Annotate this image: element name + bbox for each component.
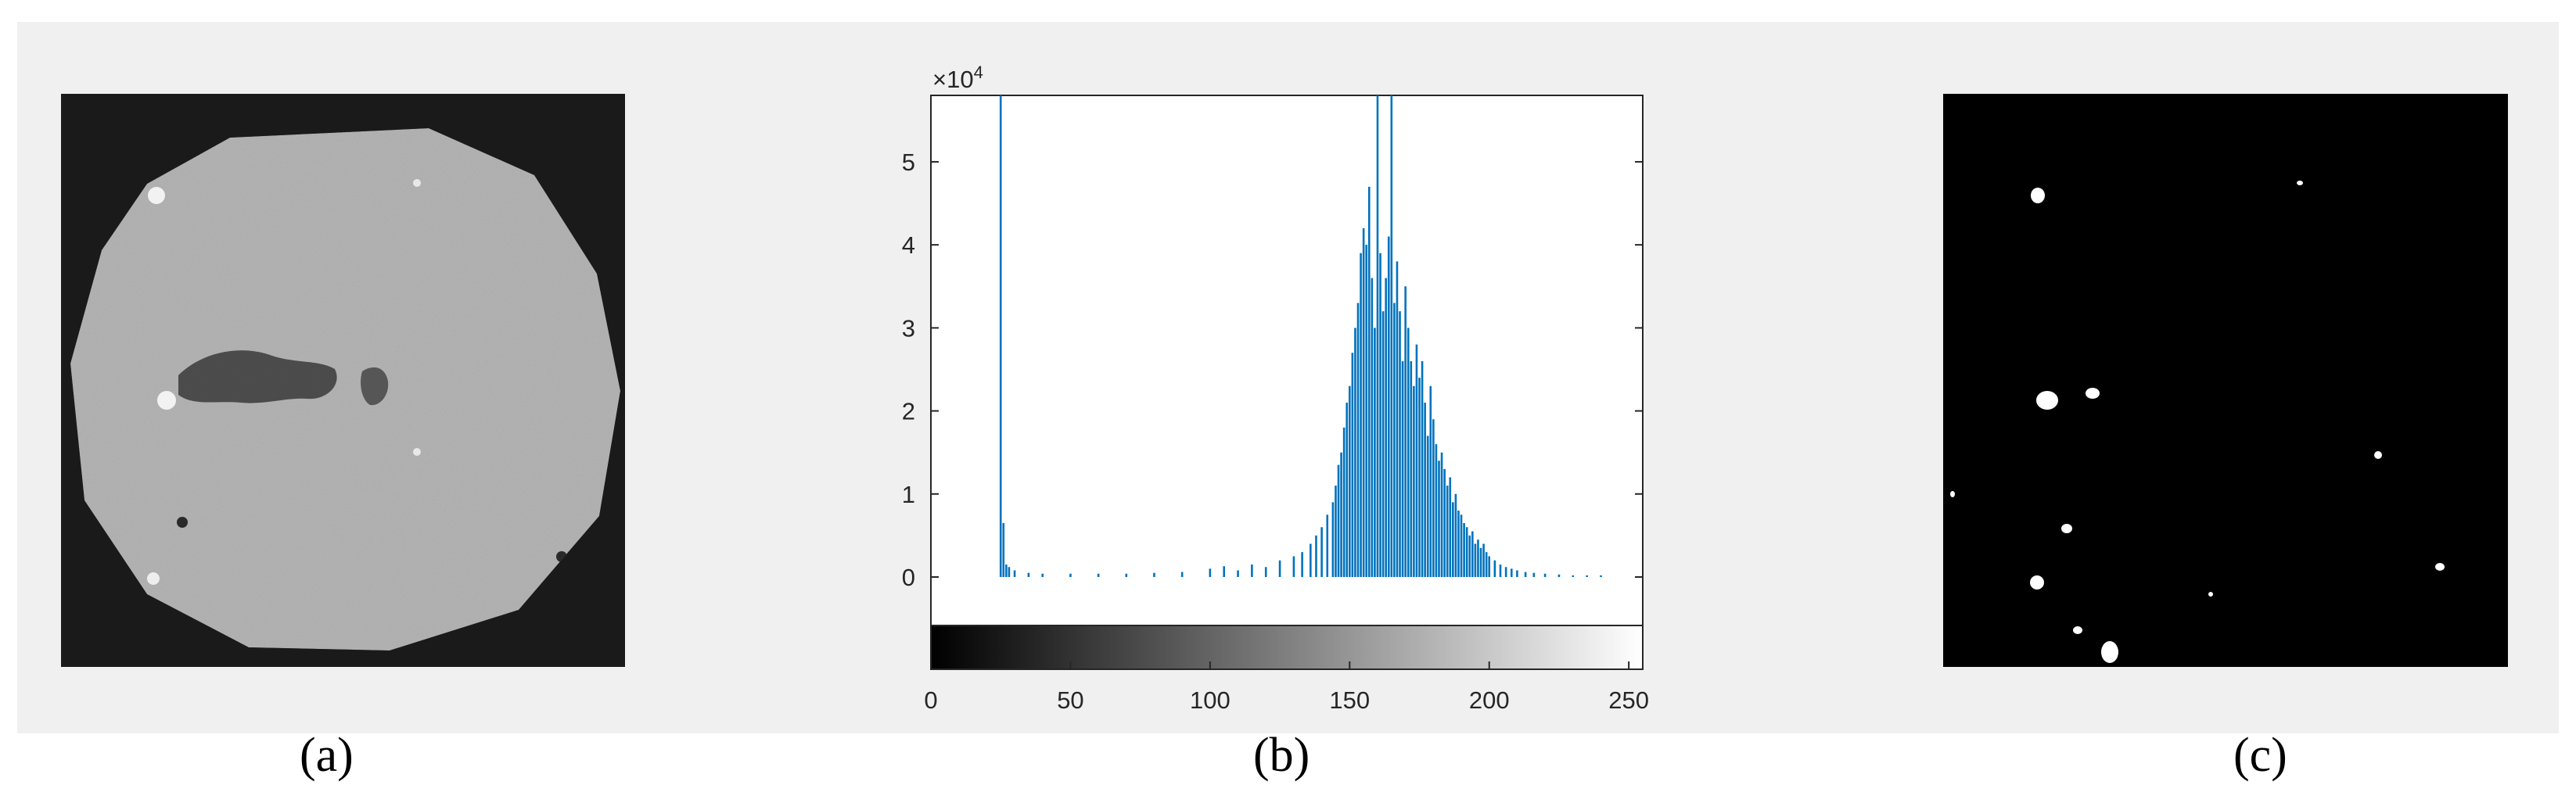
- binary-background: [1943, 94, 2508, 667]
- caption-b: (b): [1253, 729, 1310, 782]
- binary-particle: [2086, 388, 2100, 399]
- y-tick-label: 4: [902, 231, 915, 259]
- ct-dark-spot: [177, 517, 188, 528]
- y-tick-label: 5: [902, 149, 915, 176]
- x-tick-label: 0: [924, 686, 937, 714]
- y-tick-label: 3: [902, 314, 915, 342]
- x-tick-label: 50: [1057, 686, 1083, 714]
- binary-particle: [2073, 626, 2082, 634]
- y-tick-label: 2: [902, 398, 915, 425]
- ct-pore-region: [178, 350, 337, 403]
- ct-bright-inclusion: [413, 448, 421, 456]
- x-tick-label: 100: [1190, 686, 1231, 714]
- y-tick-label: 1: [902, 481, 915, 508]
- histogram-plot-area: [930, 95, 1644, 626]
- binary-particle: [2435, 563, 2445, 571]
- ct-bright-inclusion: [157, 391, 176, 410]
- binary-segmentation-image: [1943, 94, 2508, 667]
- y-tick-label: 0: [902, 564, 915, 591]
- x-tick-label: 200: [1469, 686, 1510, 714]
- ct-bright-inclusion: [413, 179, 421, 187]
- y-axis-exponent: ×104: [932, 63, 983, 93]
- binary-particle: [2208, 592, 2213, 597]
- ct-pore-region-right: [361, 367, 389, 406]
- x-axis-ticks: 0 50 100 150 200 250: [924, 661, 1649, 714]
- caption-c: (c): [2233, 729, 2287, 782]
- histogram-chart: 0 1 2 3 4 5 0 50 100 150 200 250 ×104: [902, 63, 1649, 714]
- y-axis-ticks: 0 1 2 3 4 5: [902, 149, 1643, 591]
- binary-particle: [2101, 641, 2118, 663]
- binary-particle: [1950, 491, 1955, 497]
- histogram-colorbar: [930, 625, 1644, 670]
- ct-slice-image: [61, 94, 625, 667]
- histogram-bars: [999, 95, 1602, 577]
- ct-bright-inclusion: [147, 572, 160, 585]
- binary-particle: [2030, 575, 2044, 590]
- x-tick-label: 150: [1329, 686, 1370, 714]
- binary-particle: [2374, 451, 2382, 459]
- binary-particle: [2061, 524, 2072, 533]
- ct-bright-inclusion: [148, 187, 165, 204]
- x-tick-label: 250: [1608, 686, 1649, 714]
- binary-particle: [2031, 188, 2045, 203]
- caption-a: (a): [300, 729, 354, 782]
- binary-particle: [2036, 391, 2058, 410]
- binary-particle: [2297, 181, 2303, 185]
